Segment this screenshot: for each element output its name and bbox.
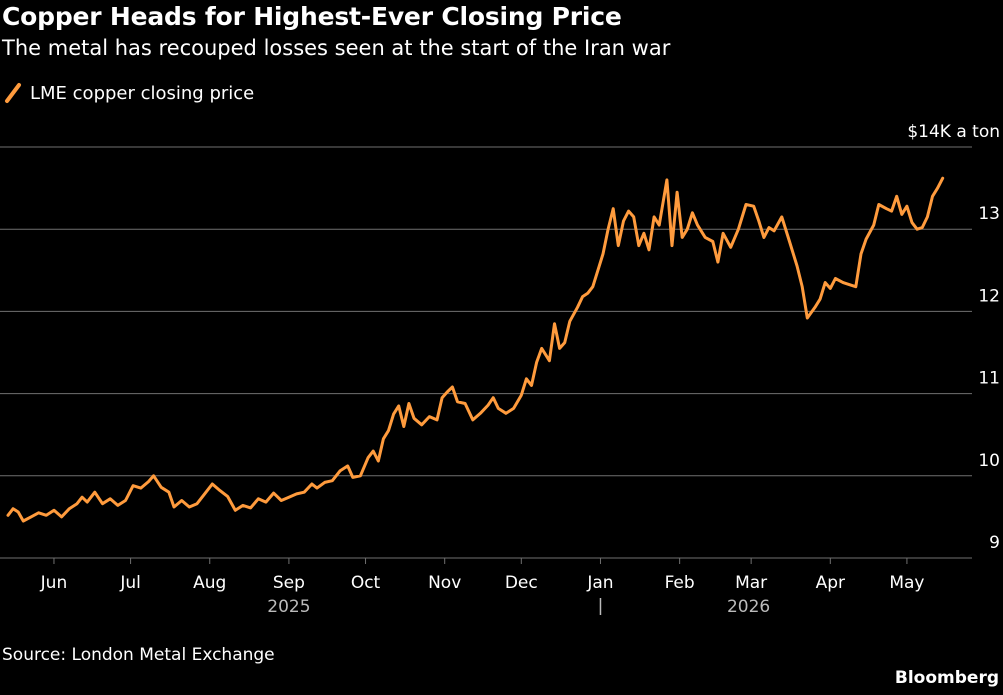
x-tick-label-aug: Aug	[193, 573, 226, 593]
x-axis: Jun Jul Aug Sep Oct Nov Dec Jan Feb Mar Apr May 2025…	[40, 558, 925, 617]
x-tick-label-jun: Jun	[40, 573, 68, 593]
y-tick-label-13: 13	[978, 204, 1000, 224]
brand-logo: Bloomberg	[894, 668, 999, 688]
x-tick-label-may: May	[889, 573, 924, 593]
legend-swatch-icon	[5, 83, 21, 103]
chart-title: Copper Heads for Highest-Ever Closing Pr…	[2, 2, 622, 31]
series-layer	[6, 176, 945, 523]
y-tick-label-14: $14K a ton	[907, 122, 1000, 142]
series-line-0	[6, 176, 945, 523]
chart-subtitle: The metal has recouped losses seen at th…	[2, 36, 671, 60]
y-tick-label-10: 10	[978, 451, 1000, 471]
legend-label: LME copper closing price	[30, 82, 255, 104]
year-label-2026: 2026	[727, 597, 770, 617]
x-tick-label-feb: Feb	[665, 573, 695, 593]
y-tick-label-9: 9	[989, 533, 1000, 553]
x-tick-label-nov: Nov	[428, 573, 461, 593]
source-note: Source: London Metal Exchange	[2, 645, 275, 665]
y-axis: 9 10 11 12 13 $14K a ton	[907, 122, 1000, 553]
y-tick-label-12: 12	[978, 286, 1000, 306]
x-tick-label-mar: Mar	[735, 573, 767, 593]
x-tick-label-dec: Dec	[505, 573, 538, 593]
y-tick-label-11: 11	[978, 369, 1000, 389]
x-tick-label-oct: Oct	[351, 573, 381, 593]
grid-lines	[0, 146, 972, 559]
year-label-2025: 2025	[267, 597, 310, 617]
x-tick-label-jul: Jul	[119, 573, 141, 593]
x-tick-label-sep: Sep	[273, 573, 305, 593]
x-tick-label-jan: Jan	[586, 573, 613, 593]
x-tick-label-apr: Apr	[816, 573, 845, 593]
legend: LME copper closing price	[4, 82, 254, 104]
